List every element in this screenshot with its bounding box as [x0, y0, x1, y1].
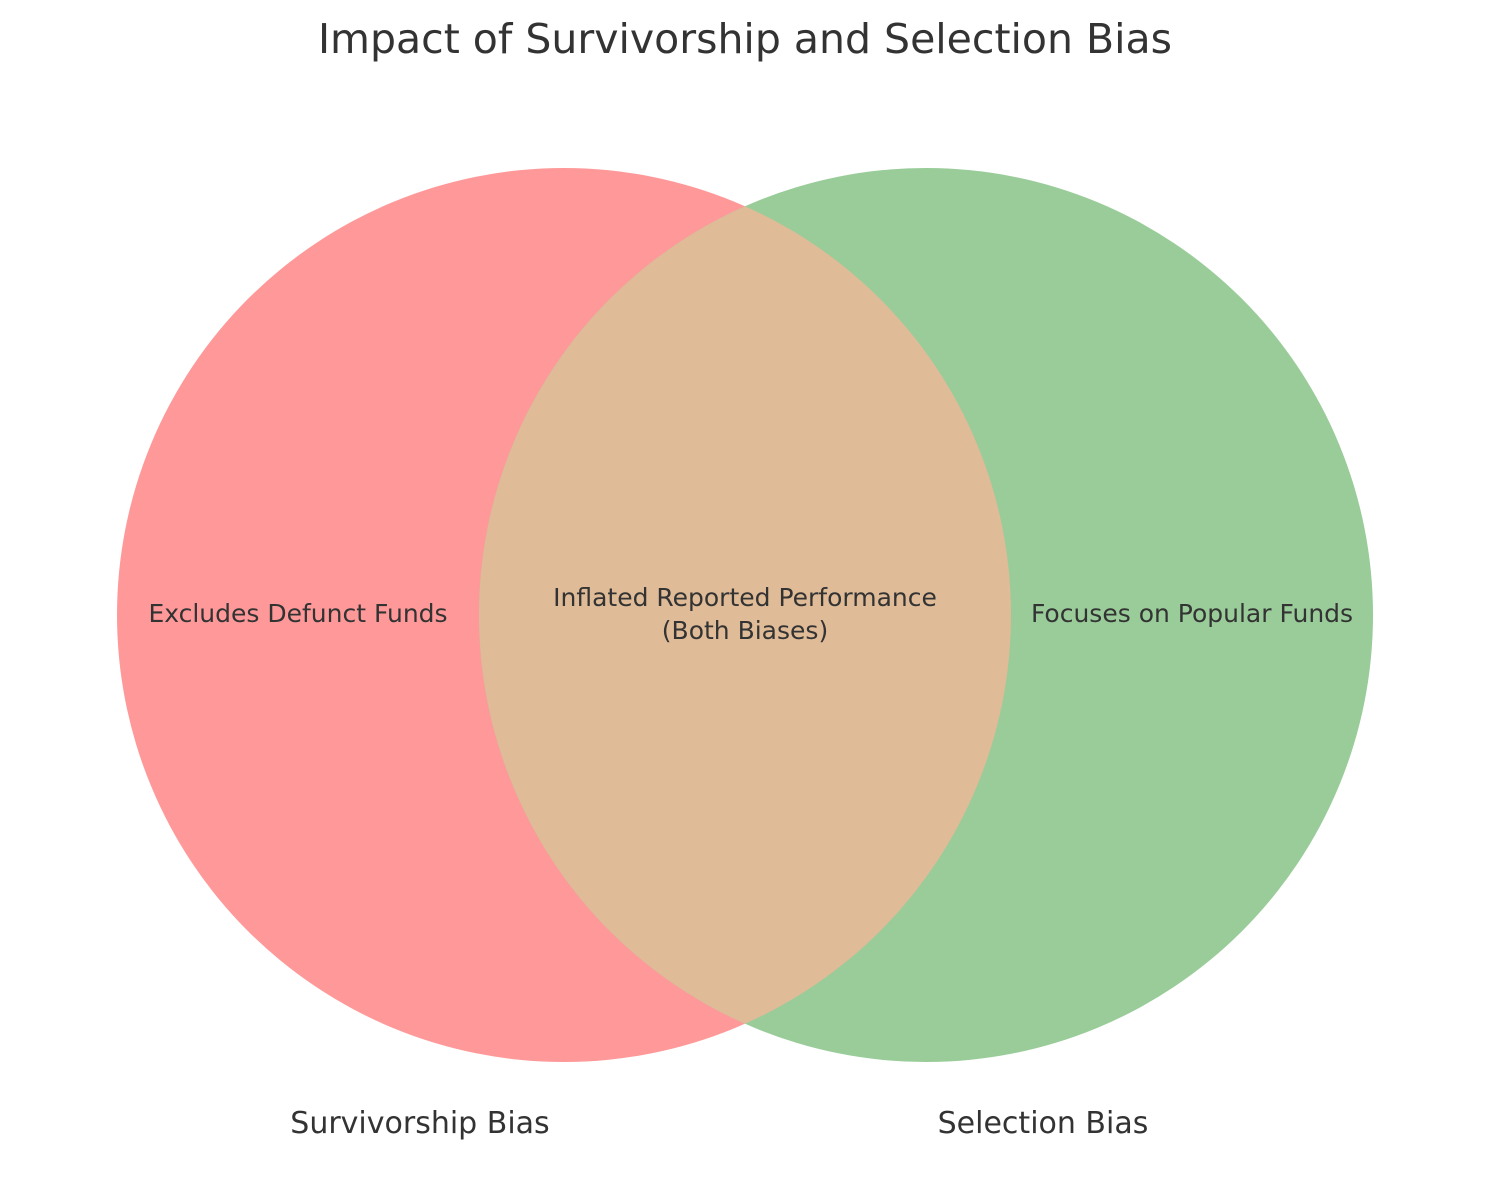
left-only-label: Excludes Defunct Funds: [148, 599, 447, 628]
intersection-label-line1: Inflated Reported Performance: [553, 583, 937, 612]
intersection-region: [479, 168, 1011, 1062]
survivorship-bias-label: Survivorship Bias: [290, 1106, 549, 1141]
intersection-label-line2: (Both Biases): [662, 616, 828, 645]
right-only-label: Focuses on Popular Funds: [1031, 599, 1353, 628]
selection-bias-label: Selection Bias: [938, 1106, 1149, 1141]
chart-title: Impact of Survivorship and Selection Bia…: [318, 15, 1172, 63]
